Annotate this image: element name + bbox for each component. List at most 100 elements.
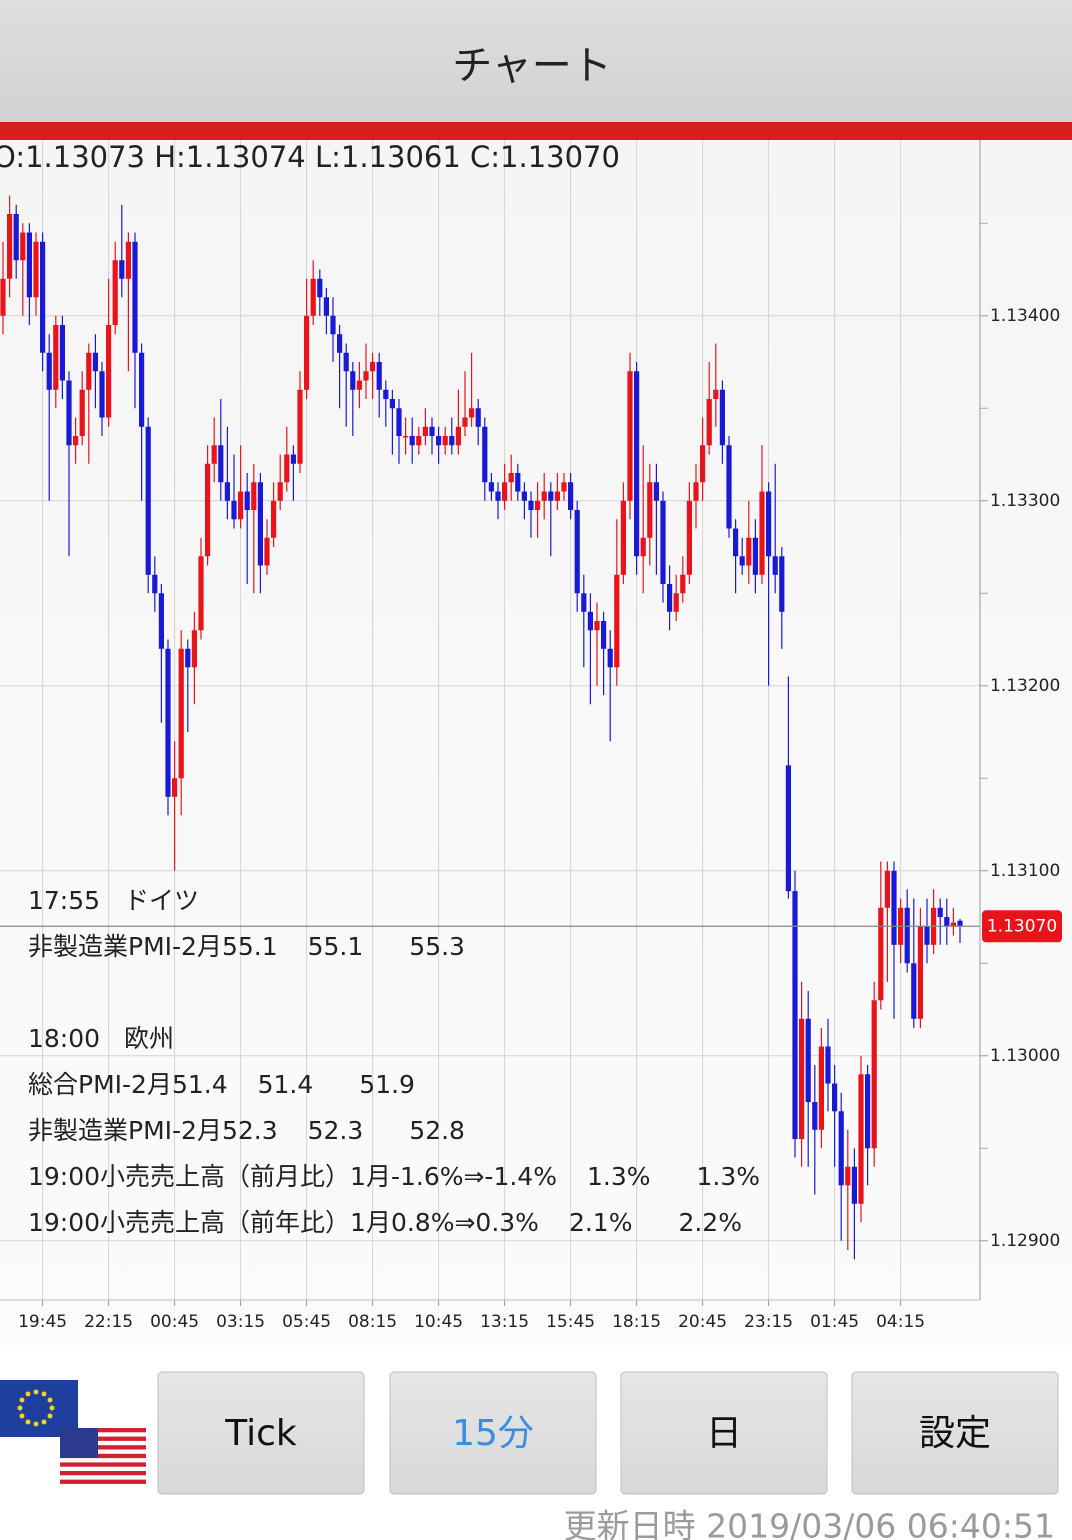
candle-body [106, 325, 112, 418]
event-region: 欧州 [124, 1024, 174, 1053]
candle-body [304, 315, 310, 390]
y-tick-label: 1.13100 [990, 861, 1060, 881]
candle-body [92, 352, 98, 372]
event-cell: 1.3% [696, 1162, 760, 1191]
candle-body [145, 426, 151, 575]
candle-body [871, 1000, 877, 1149]
candle-body [218, 445, 224, 483]
candle-body [614, 574, 620, 668]
candle-body [475, 408, 481, 427]
candle-body [726, 445, 732, 529]
eu-flag [0, 1380, 78, 1437]
header-bar [0, 0, 1072, 122]
x-tick-label: 19:45 [18, 1312, 67, 1332]
last-price-label: 1.13070 [987, 916, 1057, 936]
candle-body [257, 482, 263, 566]
event-cell: 2.2% [678, 1208, 742, 1237]
candle-body [403, 436, 409, 438]
candle-body [172, 778, 178, 797]
candle-body [640, 537, 646, 557]
candle-body [568, 482, 574, 511]
candle-body [350, 371, 356, 390]
candle-body [46, 352, 52, 390]
candle-body [917, 926, 923, 1019]
x-tick-label: 13:15 [480, 1312, 529, 1332]
event-cell: 52.8 [409, 1116, 465, 1145]
button-label[interactable]: 日 [706, 1413, 742, 1454]
candle-body [53, 325, 59, 390]
button-15min[interactable] [389, 1371, 597, 1495]
us-flag [60, 1428, 146, 1484]
candle-body [845, 1166, 851, 1186]
candle-body [73, 436, 79, 446]
candle-body [40, 241, 46, 353]
button-bar: Tick 15分 日 設定 [157, 1371, 1059, 1495]
candle-body [409, 436, 415, 446]
candle-body [469, 408, 475, 418]
candle-body [482, 426, 488, 483]
button-label[interactable]: Tick [224, 1413, 297, 1454]
candle-body [99, 371, 105, 418]
candle-body [772, 556, 778, 575]
candle-body [785, 765, 791, 892]
candle-body [746, 537, 752, 566]
candle-body [647, 482, 653, 538]
candle-body [957, 920, 963, 927]
x-tick-label: 05:45 [282, 1312, 331, 1332]
candle-body [561, 482, 567, 492]
candle-body [449, 436, 455, 446]
candle-body [528, 500, 534, 511]
event-cell: 19:00小売売上高（前年比）1月0.8%⇒0.3% [28, 1208, 539, 1237]
candle-body [442, 436, 448, 446]
candle-body [422, 426, 428, 437]
candle-body [165, 648, 171, 797]
button-day[interactable] [620, 1371, 828, 1495]
button-settings[interactable] [851, 1371, 1059, 1495]
accent-bar [0, 122, 1072, 140]
candle-body [238, 491, 244, 520]
y-tick-label: 1.13400 [990, 306, 1060, 326]
button-tick[interactable] [157, 1371, 365, 1495]
x-tick-label: 20:45 [678, 1312, 727, 1332]
candle-body [231, 500, 237, 520]
event-cell: 2.1% [569, 1208, 633, 1237]
candle-body [0, 278, 6, 316]
candle-body [185, 648, 191, 668]
candle-body [198, 556, 204, 631]
candle-body [766, 491, 772, 557]
candle-body [277, 482, 283, 501]
candle-body [323, 297, 329, 316]
x-tick-label: 01:45 [810, 1312, 859, 1332]
candle-body [125, 241, 131, 279]
update-time: 更新日時 2019/03/06 06:40:51 [564, 1507, 1055, 1540]
candle-body [601, 621, 607, 649]
candle-body [297, 389, 303, 464]
candle-body [271, 500, 277, 538]
candle-body [865, 1074, 871, 1149]
button-label[interactable]: 設定 [919, 1413, 991, 1454]
candle-body [891, 870, 897, 945]
candle-body [13, 214, 19, 261]
y-tick-label: 1.13300 [990, 491, 1060, 511]
x-tick-label: 03:15 [216, 1312, 265, 1332]
candle-body [799, 1018, 805, 1140]
candle-body [878, 907, 884, 1001]
candle-body [713, 389, 719, 400]
event-cell: 52.3 [308, 1116, 364, 1145]
candle-body [370, 362, 376, 372]
event-time: 18:00 [28, 1024, 100, 1053]
candle-body [7, 214, 13, 279]
x-tick-label: 00:45 [150, 1312, 199, 1332]
candle-body [937, 907, 943, 918]
candle-body [581, 593, 587, 612]
candle-body [739, 556, 745, 566]
event-cell: 総合PMI-2月51.4 [28, 1070, 228, 1099]
button-label[interactable]: 15分 [452, 1413, 534, 1454]
event-cell: 1.3% [587, 1162, 651, 1191]
event-cell: 非製造業PMI-2月52.3 [28, 1116, 278, 1145]
candle-body [396, 408, 402, 437]
candle-body [191, 630, 197, 668]
candle-body [383, 389, 389, 400]
